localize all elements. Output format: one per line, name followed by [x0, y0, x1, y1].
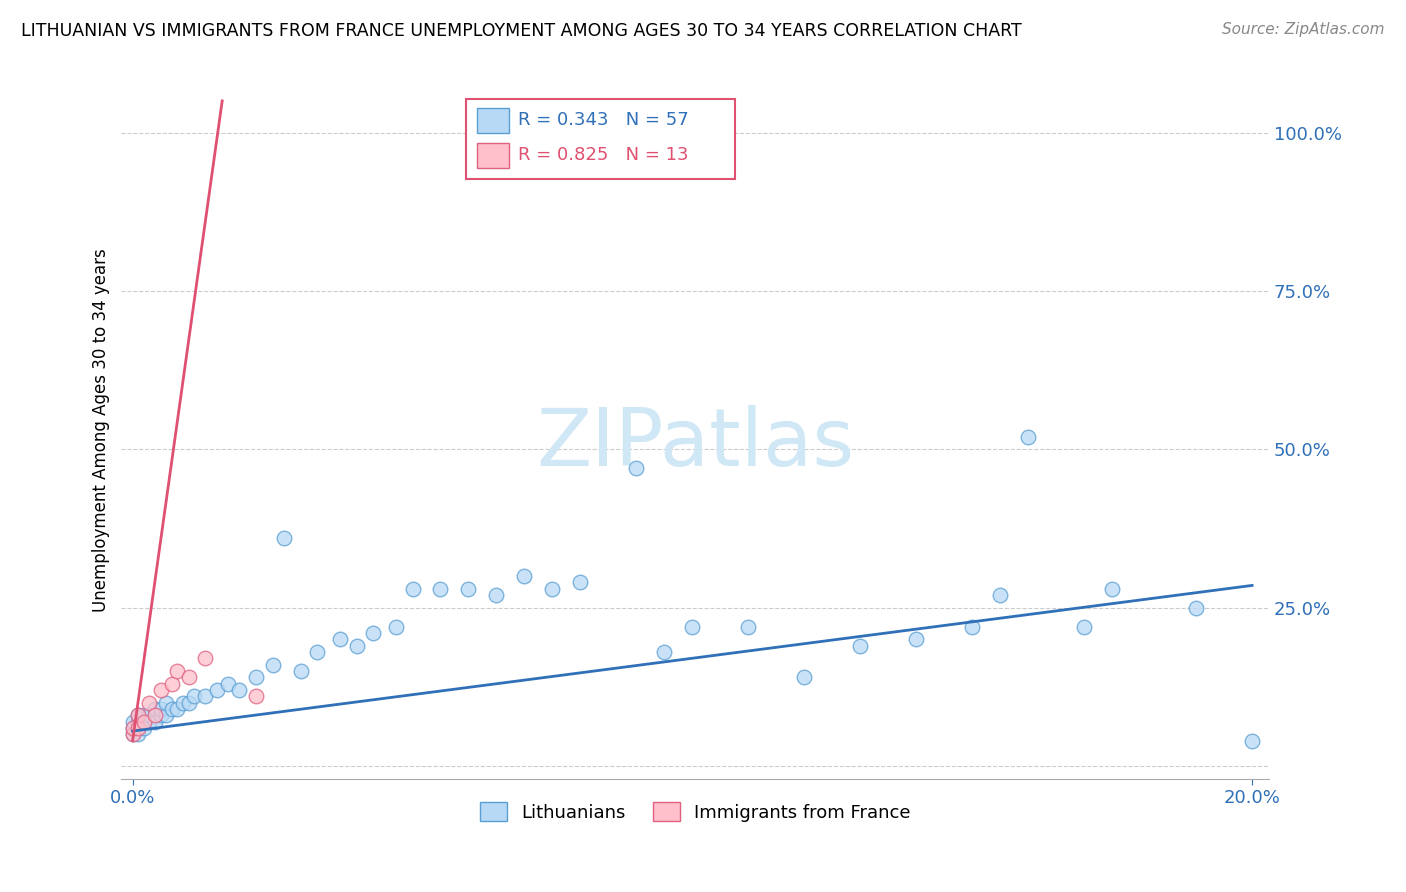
Point [194, 690, 217, 704]
Point [183, 690, 205, 704]
Point [737, 619, 759, 633]
Point [132, 721, 155, 735]
Point [793, 670, 815, 684]
Point [384, 619, 406, 633]
Point [127, 708, 149, 723]
Point [290, 664, 312, 678]
Point [160, 676, 183, 690]
Point [132, 714, 155, 729]
Point [307, 645, 329, 659]
Point [127, 727, 149, 741]
Legend: Lithuanians, Immigrants from France: Lithuanians, Immigrants from France [472, 795, 918, 829]
Point [177, 696, 200, 710]
Point [132, 714, 155, 729]
Point [1241, 733, 1264, 747]
Point [127, 714, 149, 729]
Point [132, 708, 155, 723]
Bar [477, 108, 509, 133]
Point [245, 670, 267, 684]
Point [127, 708, 149, 723]
Point [228, 682, 250, 697]
Text: ZIPatlas: ZIPatlas [536, 405, 855, 483]
Point [143, 714, 166, 729]
FancyBboxPatch shape [465, 99, 735, 179]
Point [143, 702, 166, 716]
Point [194, 651, 217, 665]
Point [138, 708, 160, 723]
Point [1073, 619, 1095, 633]
Y-axis label: Unemployment Among Ages 30 to 34 years: Unemployment Among Ages 30 to 34 years [93, 248, 110, 612]
Bar [477, 143, 509, 168]
Point [166, 702, 188, 716]
Point [262, 657, 284, 672]
Point [962, 619, 984, 633]
Point [121, 727, 143, 741]
Point [849, 639, 872, 653]
Point [457, 582, 479, 596]
Point [149, 682, 172, 697]
Point [166, 664, 188, 678]
Point [121, 714, 143, 729]
Point [346, 639, 368, 653]
Point [329, 632, 352, 647]
Point [138, 714, 160, 729]
Point [569, 575, 592, 590]
Point [155, 696, 177, 710]
Point [245, 690, 267, 704]
Point [363, 626, 385, 640]
Point [429, 582, 451, 596]
Point [121, 721, 143, 735]
Point [160, 702, 183, 716]
Point [681, 619, 703, 633]
Point [149, 708, 172, 723]
Point [217, 676, 239, 690]
Text: LITHUANIAN VS IMMIGRANTS FROM FRANCE UNEMPLOYMENT AMONG AGES 30 TO 34 YEARS CORR: LITHUANIAN VS IMMIGRANTS FROM FRANCE UNE… [21, 22, 1022, 40]
Point [149, 702, 172, 716]
Point [626, 461, 648, 475]
Point [121, 721, 143, 735]
Point [121, 727, 143, 741]
Point [654, 645, 676, 659]
Point [513, 569, 536, 583]
Point [177, 670, 200, 684]
Point [127, 721, 149, 735]
Point [905, 632, 928, 647]
Text: Source: ZipAtlas.com: Source: ZipAtlas.com [1222, 22, 1385, 37]
Point [1185, 600, 1208, 615]
Text: R = 0.343   N = 57: R = 0.343 N = 57 [519, 112, 689, 129]
Point [401, 582, 423, 596]
Point [541, 582, 564, 596]
Point [172, 696, 194, 710]
Point [155, 708, 177, 723]
Point [205, 682, 228, 697]
Point [1101, 582, 1123, 596]
Point [485, 588, 508, 602]
Point [988, 588, 1011, 602]
Point [273, 531, 295, 545]
Point [1017, 429, 1039, 443]
Point [138, 696, 160, 710]
Text: R = 0.825   N = 13: R = 0.825 N = 13 [519, 146, 689, 164]
Point [143, 708, 166, 723]
Point [127, 721, 149, 735]
